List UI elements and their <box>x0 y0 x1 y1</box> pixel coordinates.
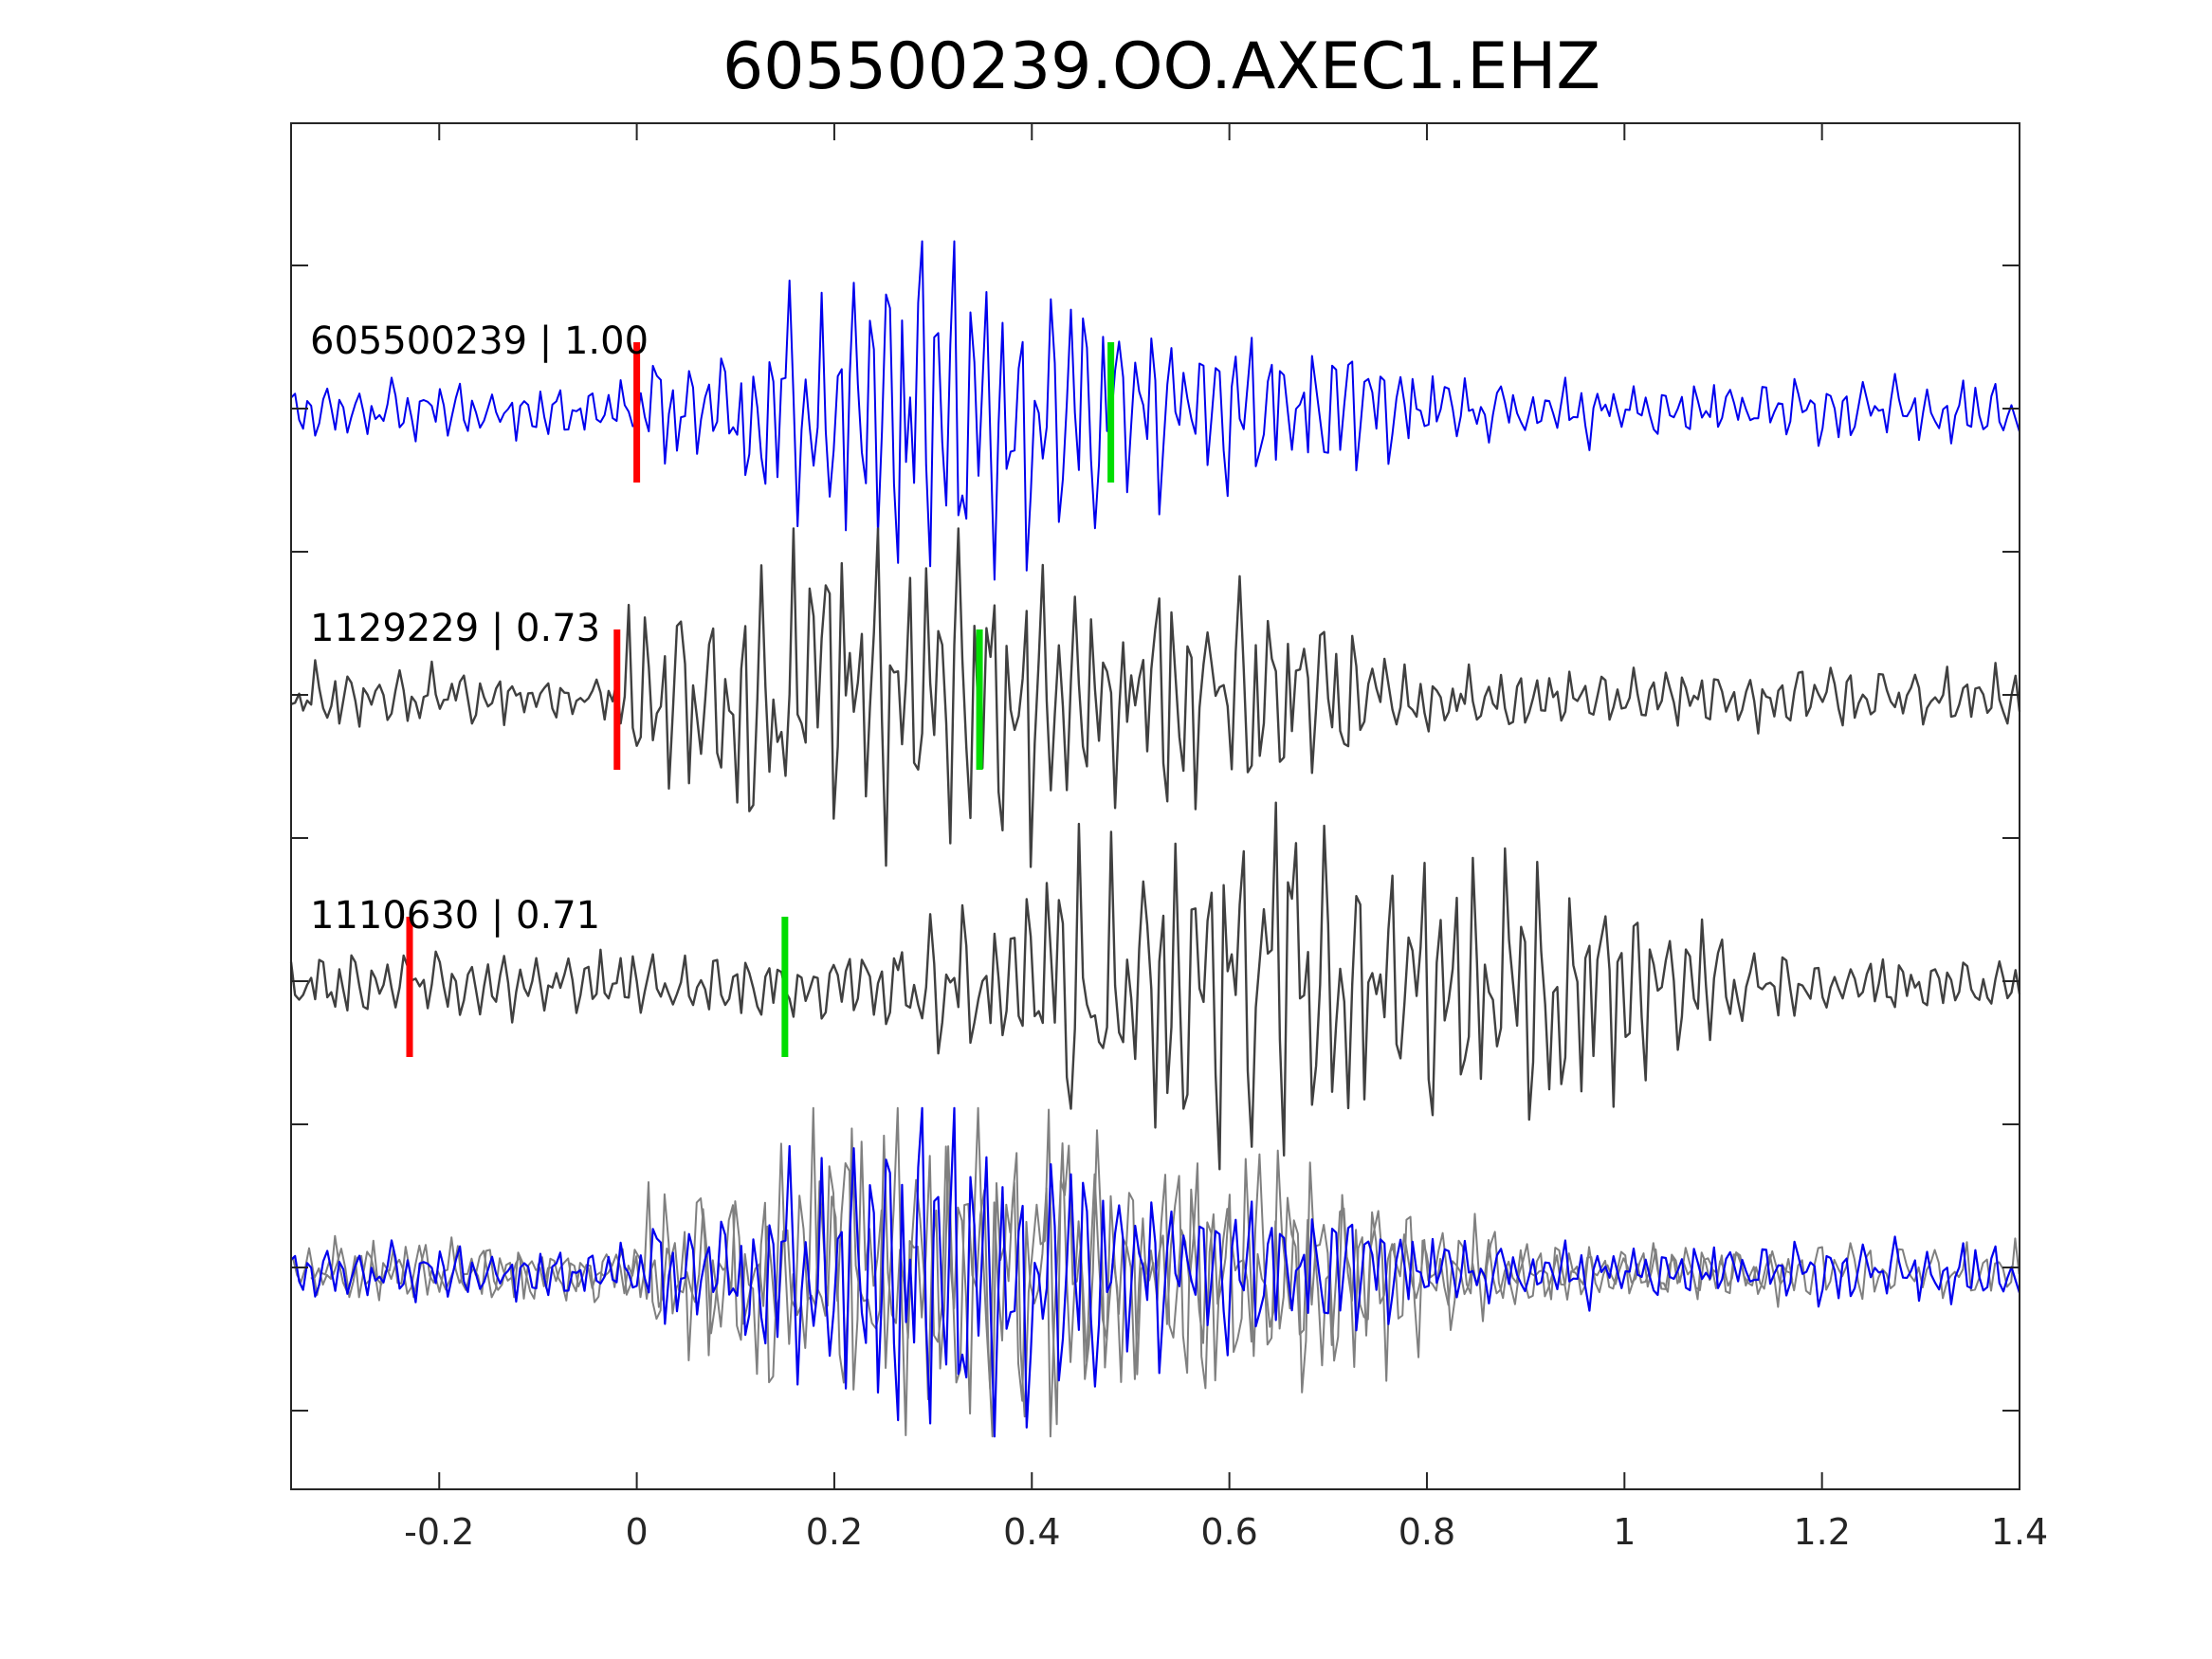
pick-markers-layer <box>406 342 1115 1057</box>
x-tick-label: 0.4 <box>1003 1511 1060 1553</box>
chart-title: 605500239.OO.AXEC1.EHZ <box>722 29 1600 104</box>
trace-1129229-line <box>290 527 2021 868</box>
x-tick-label: 0 <box>626 1511 649 1553</box>
trace-label-605500239: 605500239 | 1.00 <box>310 319 649 363</box>
x-tick-label: 0.8 <box>1398 1511 1455 1553</box>
x-tick-label: 1.2 <box>1793 1511 1850 1553</box>
axis-ticks-layer <box>291 123 2020 1489</box>
x-tick-label: -0.2 <box>404 1511 474 1553</box>
x-tick-label: 0.2 <box>806 1511 863 1553</box>
trace-labels-layer: 605500239 | 1.00 1129229 | 0.73 1110630 | … <box>310 319 649 938</box>
trace-label-1129229: 1129229 | 0.73 <box>310 607 600 650</box>
x-tick-label: 0.6 <box>1200 1511 1257 1553</box>
x-tick-label: 1 <box>1613 1511 1636 1553</box>
trace-605500239-line <box>290 240 2020 581</box>
plot-area-frame <box>290 122 2020 1490</box>
trace-1110630-line <box>289 801 2021 1171</box>
x-tick-label: 1.4 <box>1991 1511 2048 1553</box>
x-tick-labels-layer: -0.2 0 0.2 0.4 0.6 0.8 1 1.2 1.4 <box>404 1511 2048 1553</box>
waveform-layer <box>289 240 2021 1438</box>
trace-label-1110630: 1110630 | 0.71 <box>310 894 600 938</box>
stack-overlay-1110630 <box>292 1108 1794 1438</box>
stack-overlay-605500239 <box>290 1106 2021 1438</box>
